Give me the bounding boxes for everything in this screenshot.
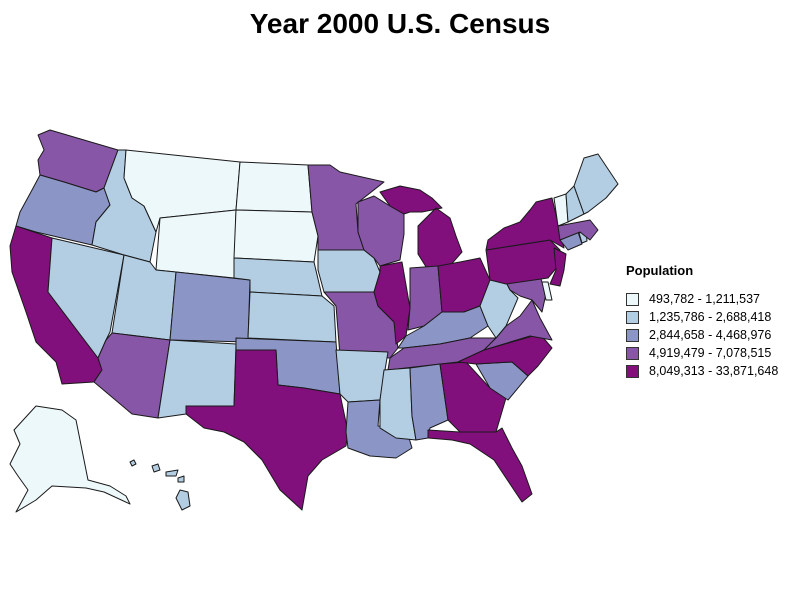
legend-label: 2,844,658 - 4,468,976 xyxy=(649,328,772,342)
state-LA[interactable] xyxy=(345,399,413,459)
state-ME[interactable] xyxy=(573,153,619,215)
map-title: Year 2000 U.S. Census xyxy=(249,8,551,39)
legend-row: 4,919,479 - 7,078,515 xyxy=(626,344,778,362)
state-FL[interactable] xyxy=(427,427,533,503)
state-PA[interactable] xyxy=(485,239,561,285)
state-AZ[interactable] xyxy=(93,332,171,419)
state-GA[interactable] xyxy=(439,361,507,433)
legend-swatch xyxy=(626,346,639,360)
legend-swatch xyxy=(626,292,639,306)
state-IA[interactable] xyxy=(317,249,381,293)
legend-label: 1,235,786 - 2,688,418 xyxy=(649,310,772,324)
state-WY[interactable] xyxy=(155,209,237,279)
state-CO[interactable] xyxy=(169,271,251,343)
legend-label: 4,919,479 - 7,078,515 xyxy=(649,346,772,360)
legend: Population 493,782 - 1,211,537 1,235,786… xyxy=(626,263,778,380)
state-AK[interactable] xyxy=(9,405,131,513)
legend-rows: 493,782 - 1,211,537 1,235,786 - 2,688,41… xyxy=(626,290,778,380)
legend-row: 2,844,658 - 4,468,976 xyxy=(626,326,778,344)
state-MI[interactable] xyxy=(379,185,463,271)
state-SD[interactable] xyxy=(233,209,319,263)
state-NY[interactable] xyxy=(485,197,565,251)
state-DE[interactable] xyxy=(541,281,553,301)
legend-title: Population xyxy=(626,263,694,278)
state-HI[interactable] xyxy=(129,459,191,511)
state-ND[interactable] xyxy=(235,161,313,213)
legend-label: 8,049,313 - 33,871,648 xyxy=(649,364,779,378)
state-KS[interactable] xyxy=(247,291,337,343)
state-NJ[interactable] xyxy=(549,247,567,287)
legend-row: 493,782 - 1,211,537 xyxy=(626,290,778,308)
state-MA[interactable] xyxy=(557,219,599,241)
legend-swatch xyxy=(626,328,639,342)
state-TX[interactable] xyxy=(185,349,349,511)
legend-row: 8,049,313 - 33,871,648 xyxy=(626,362,778,380)
legend-swatch xyxy=(626,310,639,324)
legend-label: 493,782 - 1,211,537 xyxy=(649,292,760,306)
legend-swatch xyxy=(626,364,639,378)
state-IL[interactable] xyxy=(373,261,411,345)
legend-row: 1,235,786 - 2,688,418 xyxy=(626,308,778,326)
state-AR[interactable] xyxy=(335,349,389,403)
state-WI[interactable] xyxy=(357,195,405,267)
